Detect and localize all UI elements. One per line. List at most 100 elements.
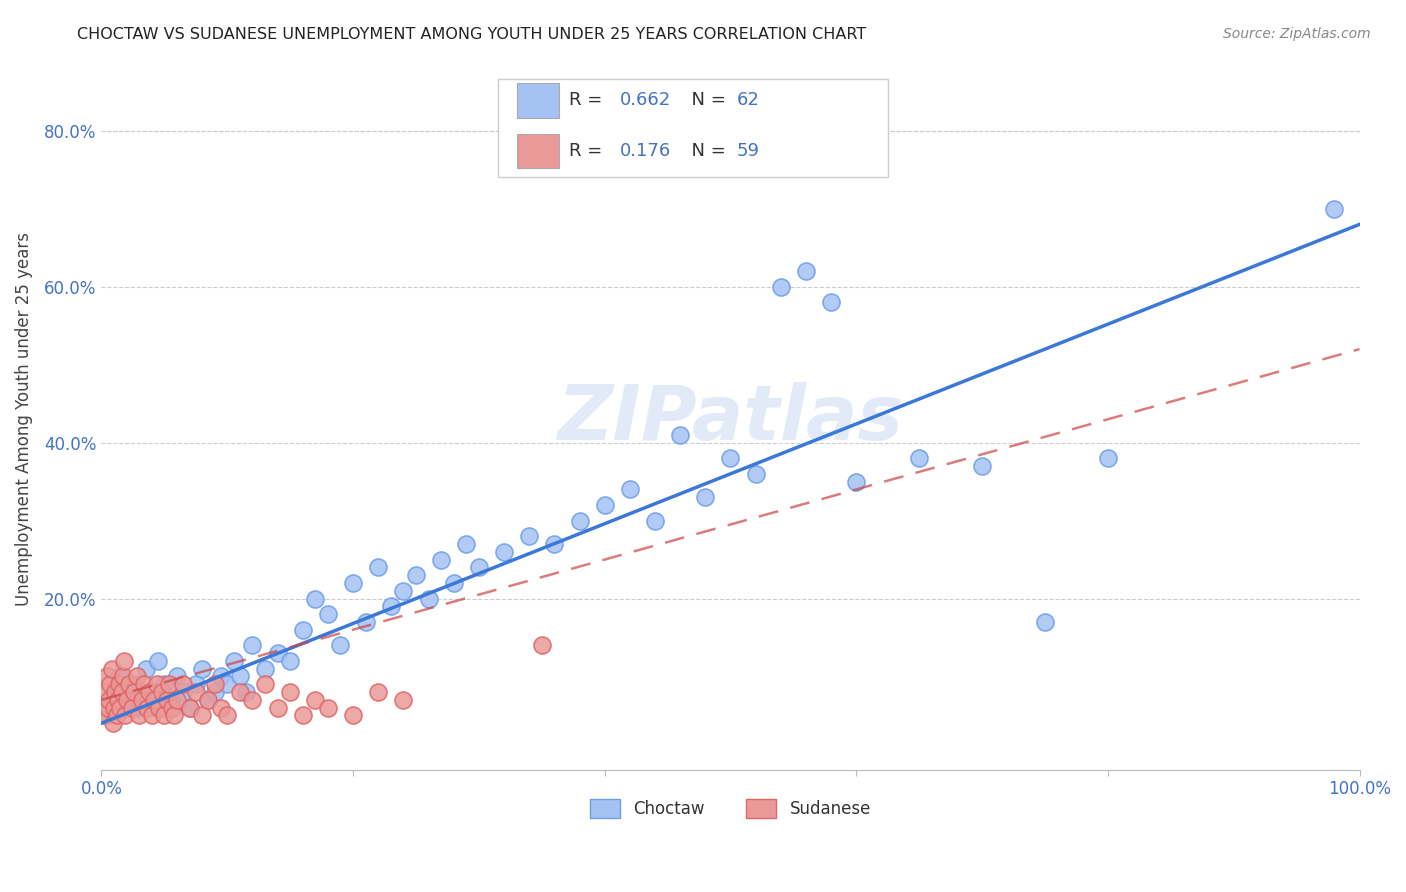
Point — [110, 685, 132, 699]
Legend: Choctaw, Sudanese: Choctaw, Sudanese — [583, 792, 877, 825]
Point — [217, 708, 239, 723]
Text: R =: R = — [569, 92, 609, 110]
Text: ZIPatlas: ZIPatlas — [558, 383, 904, 457]
Point — [128, 700, 150, 714]
Point — [342, 576, 364, 591]
Point — [209, 700, 232, 714]
FancyBboxPatch shape — [516, 134, 560, 168]
Point — [103, 700, 125, 714]
Point — [1033, 615, 1056, 629]
Point — [111, 669, 134, 683]
Point — [135, 700, 157, 714]
Point — [107, 693, 129, 707]
Point — [242, 693, 264, 707]
Point — [104, 685, 127, 699]
Point — [153, 708, 176, 723]
Point — [392, 583, 415, 598]
Point — [179, 700, 201, 714]
Point — [138, 685, 160, 699]
Point — [179, 700, 201, 714]
Point — [430, 552, 453, 566]
Point — [97, 700, 120, 714]
Point — [153, 677, 176, 691]
Y-axis label: Unemployment Among Youth under 25 years: Unemployment Among Youth under 25 years — [15, 232, 32, 607]
Point — [367, 685, 389, 699]
Point — [405, 568, 427, 582]
Point — [160, 700, 183, 714]
Point — [291, 708, 314, 723]
Point — [134, 677, 156, 691]
Point — [492, 545, 515, 559]
Point — [217, 677, 239, 691]
Point — [93, 708, 115, 723]
Point — [134, 662, 156, 676]
Point — [172, 677, 194, 691]
Point — [972, 458, 994, 473]
Point — [316, 700, 339, 714]
Point — [392, 693, 415, 707]
Point — [115, 693, 138, 707]
Point — [845, 475, 868, 489]
Point — [122, 685, 145, 699]
Point — [235, 685, 257, 699]
FancyBboxPatch shape — [516, 83, 560, 118]
Point — [146, 677, 169, 691]
Point — [197, 693, 219, 707]
Point — [316, 607, 339, 621]
Point — [1097, 451, 1119, 466]
Point — [184, 685, 207, 699]
Point — [342, 708, 364, 723]
Point — [443, 576, 465, 591]
Point — [593, 498, 616, 512]
Point — [644, 514, 666, 528]
Point — [143, 693, 166, 707]
Point — [115, 693, 138, 707]
Point — [98, 677, 121, 691]
Point — [1323, 202, 1346, 216]
Point — [329, 638, 352, 652]
Text: 0.176: 0.176 — [620, 142, 671, 160]
Point — [128, 708, 150, 723]
Point — [114, 708, 136, 723]
Point — [110, 669, 132, 683]
Point — [163, 708, 186, 723]
Text: N =: N = — [681, 92, 731, 110]
Point — [304, 693, 326, 707]
Point — [191, 662, 214, 676]
Point — [191, 708, 214, 723]
Point — [418, 591, 440, 606]
Point — [110, 700, 132, 714]
Point — [266, 700, 288, 714]
Point — [380, 599, 402, 614]
Point — [101, 716, 124, 731]
Point — [166, 669, 188, 683]
Point — [619, 483, 641, 497]
Point — [229, 669, 252, 683]
Point — [148, 700, 170, 714]
Text: 0.662: 0.662 — [620, 92, 671, 110]
Point — [98, 693, 121, 707]
Point — [172, 685, 194, 699]
Point — [794, 264, 817, 278]
Point — [184, 677, 207, 691]
Point — [367, 560, 389, 574]
Point — [242, 638, 264, 652]
Point — [820, 295, 842, 310]
Point — [146, 654, 169, 668]
Text: 62: 62 — [737, 92, 759, 110]
Point — [669, 427, 692, 442]
Point — [103, 685, 125, 699]
Point — [769, 279, 792, 293]
Point — [468, 560, 491, 574]
Point — [543, 537, 565, 551]
Point — [278, 654, 301, 668]
Point — [222, 654, 245, 668]
Point — [141, 708, 163, 723]
Point — [105, 708, 128, 723]
Text: Source: ZipAtlas.com: Source: ZipAtlas.com — [1223, 27, 1371, 41]
Point — [100, 662, 122, 676]
Text: CHOCTAW VS SUDANESE UNEMPLOYMENT AMONG YOUTH UNDER 25 YEARS CORRELATION CHART: CHOCTAW VS SUDANESE UNEMPLOYMENT AMONG Y… — [77, 27, 866, 42]
Point — [157, 677, 180, 691]
Point — [744, 467, 766, 481]
Text: N =: N = — [681, 142, 731, 160]
